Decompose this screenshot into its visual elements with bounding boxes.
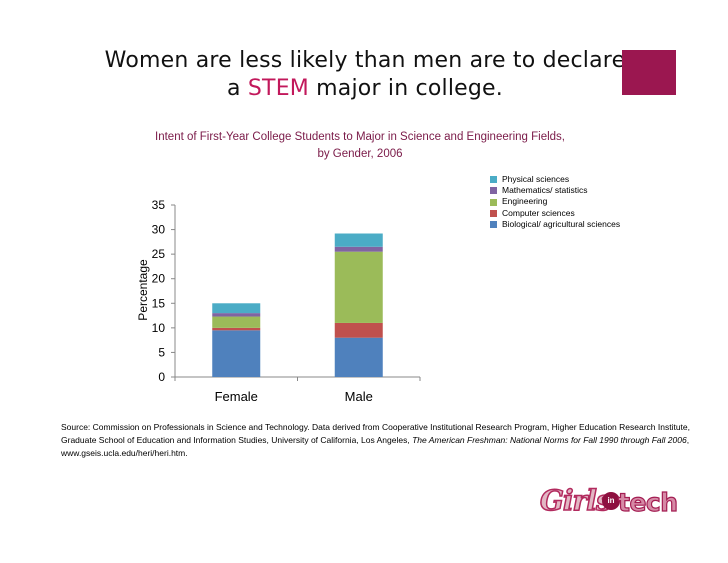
stacked-bar-chart: 0 5 10 15 20 25 30 35 Percentage Female Male	[136, 198, 421, 404]
source-text: Source: Commission on Professionals in S…	[61, 422, 691, 445]
source-note: Source: Commission on Professionals in S…	[61, 421, 691, 460]
x-category-label: Female	[215, 389, 258, 404]
chart-title: Intent of First-Year College Students to…	[155, 131, 565, 143]
legend-swatch	[490, 209, 497, 217]
bar-segment	[212, 330, 261, 377]
logo-girls-text: Girls	[539, 483, 612, 518]
legend-label: Physical sciences	[502, 174, 570, 184]
legend-swatch	[490, 187, 497, 195]
bar-segment	[212, 316, 261, 328]
bar-segment	[334, 251, 383, 323]
logo-tech-text: tech	[617, 487, 678, 517]
legend-entry: Engineering	[490, 196, 620, 207]
y-tick-label: 35	[152, 198, 166, 212]
y-axis-label: Percentage	[136, 259, 150, 321]
headline-suffix: major in college.	[308, 76, 503, 101]
corner-accent-block	[622, 50, 676, 95]
legend-label: Biological/ agricultural sciences	[502, 218, 621, 229]
legend-entry: Physical sciences	[490, 174, 620, 185]
legend-swatch	[490, 220, 497, 228]
y-tick-label: 0	[158, 370, 165, 384]
source-italic-title: The American Freshman: National Norms fo…	[412, 435, 687, 445]
y-tick-label: 5	[158, 345, 165, 359]
source-tail: , www.gseis.ucla.edu/heri/heri.htm.	[61, 435, 690, 458]
headline-line-1: Women are less likely than men are to de…	[104, 48, 626, 73]
chart-legend: Physical sciences Mathematics/ statistics…	[490, 174, 620, 230]
y-tick-label: 30	[152, 223, 166, 237]
bar-segment	[212, 313, 261, 317]
bar-segment	[212, 327, 261, 331]
legend-label: Mathematics/ statistics	[502, 185, 588, 196]
legend-swatch	[490, 176, 497, 184]
x-category-label: Male	[345, 389, 373, 404]
y-tick-label: 10	[152, 321, 166, 335]
headline-stem-highlight: STEM	[247, 76, 309, 101]
bar-segment	[334, 233, 383, 247]
headline-prefix: a	[227, 76, 248, 101]
legend-label: Engineering	[502, 196, 548, 207]
y-tick-label: 15	[152, 296, 166, 310]
chart-subtitle: by Gender, 2006	[317, 148, 403, 160]
legend-entry: Mathematics/ statistics	[490, 185, 620, 196]
bar-segment	[212, 303, 261, 314]
y-tick-label: 20	[152, 272, 166, 286]
bar-segment	[334, 246, 383, 252]
bar-segment	[334, 337, 383, 377]
headline-line-2: a STEM major in college.	[80, 76, 650, 101]
bar-segment	[334, 322, 383, 338]
legend-swatch	[490, 198, 497, 206]
girls-in-tech-logo: Girls in tech	[539, 478, 682, 526]
legend-entry: Computer sciences	[490, 208, 620, 219]
legend-label: Computer sciences	[502, 207, 575, 218]
legend-entry: Biological/ agricultural sciences	[490, 219, 620, 230]
logo-in-badge: in	[602, 492, 620, 510]
y-tick-label: 25	[152, 247, 166, 261]
